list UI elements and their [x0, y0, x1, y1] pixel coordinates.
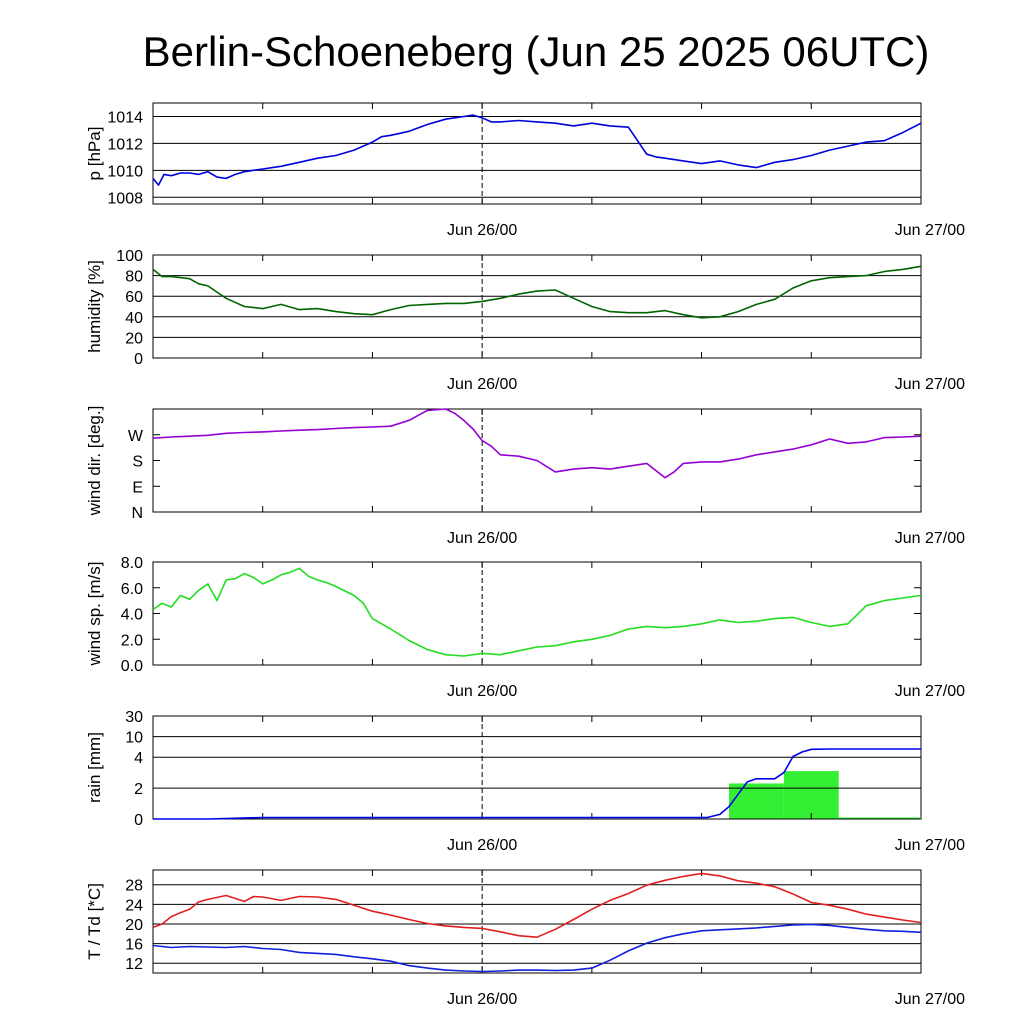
y-tick-label: 4.0: [121, 607, 143, 624]
x-date-label: Jun 27/00: [895, 222, 965, 239]
panel-humidity: 0 20 40 60 80 100 Jun 26/00 Jun 27/00 humidity […: [85, 248, 965, 393]
y-axis-label: T / Td [*C]: [85, 883, 104, 960]
rain-bar: [783, 771, 839, 819]
y-tick-label: 12: [125, 956, 143, 973]
x-date-label: Jun 27/00: [895, 376, 965, 393]
y-tick-label: 60: [125, 289, 143, 306]
x-date-label: Jun 26/00: [447, 530, 517, 547]
y-tick-label: 2.0: [121, 632, 143, 649]
y-tick-label: 10: [125, 730, 143, 747]
y-tick-label: 16: [125, 937, 143, 954]
series-rain_accum: [153, 748, 921, 820]
series-wind_dir: [152, 408, 922, 479]
series-humidity: [152, 265, 922, 319]
plot-frame: [152, 869, 922, 974]
series-temperature: [152, 872, 922, 939]
x-date-label: Jun 27/00: [895, 530, 965, 547]
y-tick-label: 20: [125, 330, 143, 347]
y-tick-label: 28: [125, 878, 143, 895]
series-pressure: [152, 114, 922, 186]
x-date-label: Jun 26/00: [447, 837, 517, 854]
x-date-label: Jun 26/00: [447, 991, 517, 1008]
y-tick-label: S: [132, 454, 143, 471]
y-tick-label: E: [132, 479, 143, 496]
series-dewpoint: [152, 923, 922, 973]
panel-pressure: 1008 1010 1012 1014 Jun 26/00 Jun 27/00 p [hPa…: [85, 102, 965, 239]
y-axis-label: p [hPa]: [85, 127, 104, 181]
plot-frame: [152, 561, 922, 666]
x-date-label: Jun 26/00: [447, 376, 517, 393]
y-tick-label: 2: [134, 781, 143, 798]
y-tick-label: 20: [125, 917, 143, 934]
y-tick-label: 1010: [107, 163, 143, 180]
y-tick-label: 24: [125, 897, 143, 914]
panel-temperature: 12 16 20 24 28 Jun 26/00 Jun 27/00 T / Td [*C]: [85, 869, 965, 1008]
plot-frame: [152, 254, 922, 359]
rain-bar: [838, 817, 921, 819]
series-wind_speed: [152, 567, 922, 657]
x-date-label: Jun 27/00: [895, 991, 965, 1008]
y-tick-label: 0: [134, 812, 143, 829]
x-date-label: Jun 26/00: [447, 222, 517, 239]
y-tick-label: N: [131, 505, 143, 522]
y-tick-label: 100: [116, 248, 143, 265]
rain-bar: [729, 783, 784, 819]
y-axis-label: rain [mm]: [85, 732, 104, 803]
y-tick-label: 1014: [107, 109, 143, 126]
panel-rain: 0 2 4 10 30 Jun 26/00 Jun 27/00 rain [mm]: [85, 709, 965, 854]
y-tick-label: 4: [134, 750, 143, 767]
y-tick-label: W: [128, 428, 144, 445]
y-tick-label: 8.0: [121, 555, 143, 572]
y-axis-label: humidity [%]: [85, 260, 104, 353]
panel-wind-speed: 0.0 2.0 4.0 6.0 8.0 Jun 26/00 Jun 27/00 wind sp…: [85, 555, 965, 700]
y-tick-label: 0.0: [121, 658, 143, 675]
y-tick-label: 80: [125, 269, 143, 286]
y-tick-label: 1012: [107, 136, 143, 153]
y-axis-label: wind sp. [m/s]: [85, 562, 104, 667]
y-tick-label: 40: [125, 310, 143, 327]
y-axis-label: wind dir. [deg.]: [85, 406, 104, 517]
y-tick-label: 30: [125, 709, 143, 726]
chart-title: Berlin-Schoeneberg (Jun 25 2025 06UTC): [143, 28, 930, 75]
plot-frame: [152, 102, 922, 205]
x-date-label: Jun 27/00: [895, 683, 965, 700]
x-date-label: Jun 27/00: [895, 837, 965, 854]
y-tick-label: 6.0: [121, 581, 143, 598]
y-tick-label: 0: [134, 351, 143, 368]
y-tick-label: 1008: [107, 190, 143, 207]
x-date-label: Jun 26/00: [447, 683, 517, 700]
